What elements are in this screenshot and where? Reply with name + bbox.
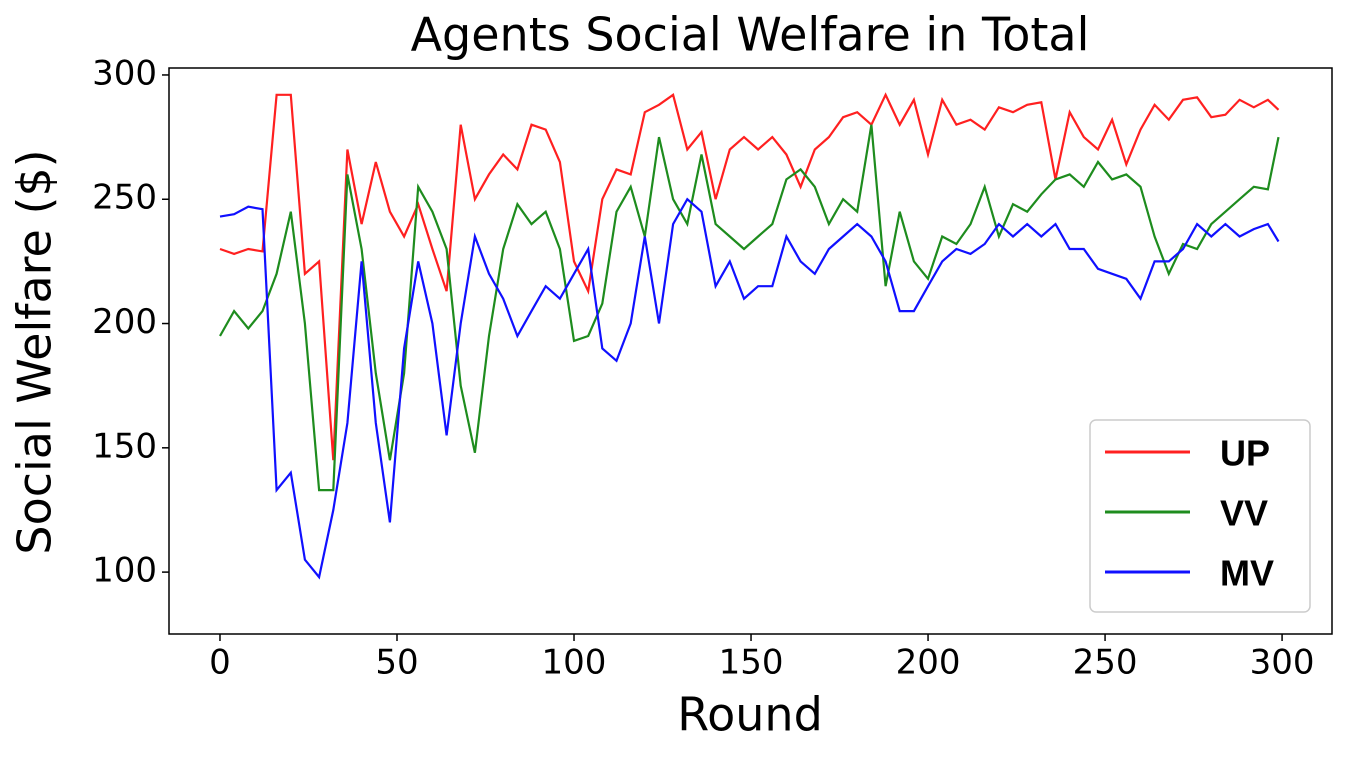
- y-axis-label: Social Welfare ($): [8, 149, 62, 554]
- plot-frame: [168, 67, 1333, 635]
- legend-label: UP: [1220, 433, 1270, 474]
- x-tick-label: 50: [375, 643, 418, 683]
- y-tick-label: 100: [92, 551, 157, 591]
- y-tick-label: 150: [92, 426, 157, 466]
- y-tick-label: 300: [92, 53, 157, 93]
- x-tick-label: 200: [896, 643, 961, 683]
- x-tick-label: 0: [209, 643, 231, 683]
- x-tick-label: 250: [1073, 643, 1138, 683]
- y-tick-label: 250: [92, 178, 157, 218]
- x-axis-label: Round: [677, 688, 823, 742]
- x-tick-label: 150: [719, 643, 784, 683]
- chart-title: Agents Social Welfare in Total: [411, 8, 1090, 62]
- x-tick-label: 100: [542, 643, 607, 683]
- y-tick-label: 200: [92, 302, 157, 342]
- legend-label: MV: [1220, 553, 1274, 594]
- series-line: [219, 124, 1280, 492]
- series-line: [219, 92, 1280, 461]
- legend-box: [1089, 419, 1311, 613]
- series-line: [219, 197, 1280, 580]
- x-tick-label: 300: [1250, 643, 1315, 683]
- legend-label: VV: [1220, 493, 1268, 534]
